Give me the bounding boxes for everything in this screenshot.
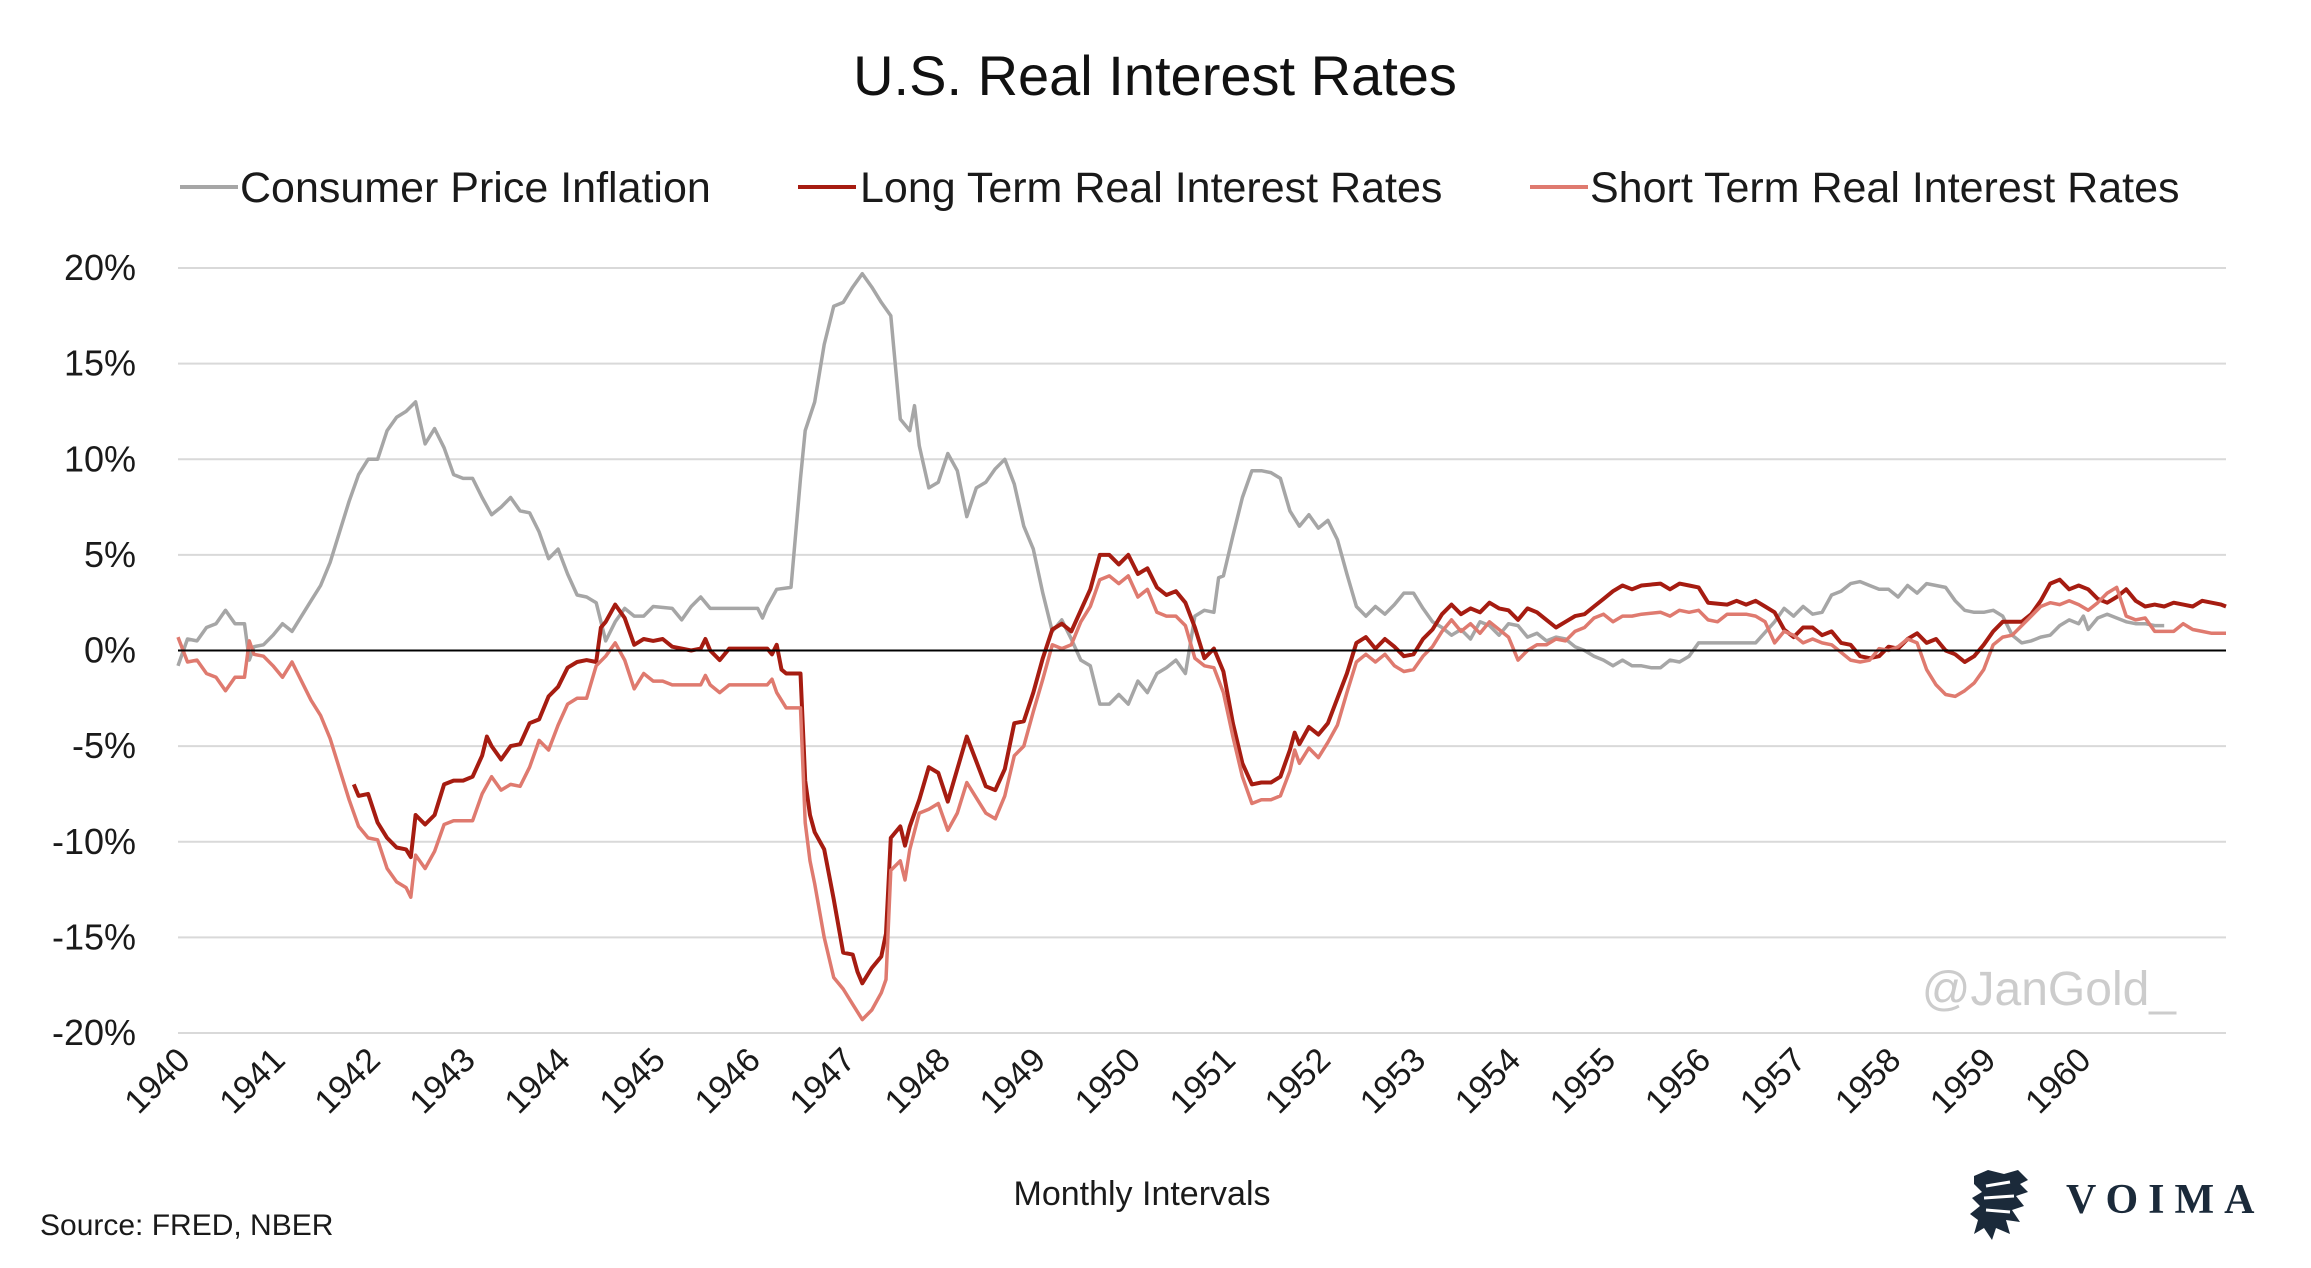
y-tick-label: -15% (52, 916, 136, 957)
legend-label-long-term: Long Term Real Interest Rates (860, 164, 1442, 212)
legend-label-short-term: Short Term Real Interest Rates (1590, 164, 2180, 212)
y-tick-label: -5% (72, 725, 136, 766)
y-tick-label: -10% (52, 821, 136, 862)
chart-legend: Consumer Price Inflation Long Term Real … (180, 164, 2180, 212)
x-axis-label: Monthly Intervals (1014, 1175, 1271, 1213)
brand-name: VOIMA (2066, 1177, 2264, 1223)
y-tick-label: 20% (64, 247, 136, 288)
legend-label-cpi: Consumer Price Inflation (240, 164, 711, 212)
watermark: @JanGold_ (1922, 963, 2178, 1016)
series-line-short-term (176, 574, 2226, 1022)
series-layer (176, 271, 2227, 1022)
series-line-cpi (176, 271, 2165, 706)
y-axis-ticks: 20% 15% 10% 5% 0% -5% -10% -15% -20% (52, 247, 136, 1053)
y-tick-label: 10% (64, 438, 136, 479)
y-tick-label: 15% (64, 343, 136, 384)
y-tick-label: 0% (84, 630, 136, 671)
brand-logo: VOIMA (1970, 1170, 2264, 1240)
lion-emblem-icon (1970, 1170, 2028, 1240)
chart-title: U.S. Real Interest Rates (853, 44, 1457, 107)
y-tick-label: -20% (52, 1012, 136, 1053)
source-note: Source: FRED, NBER (40, 1209, 333, 1242)
y-tick-label: 5% (84, 534, 136, 575)
